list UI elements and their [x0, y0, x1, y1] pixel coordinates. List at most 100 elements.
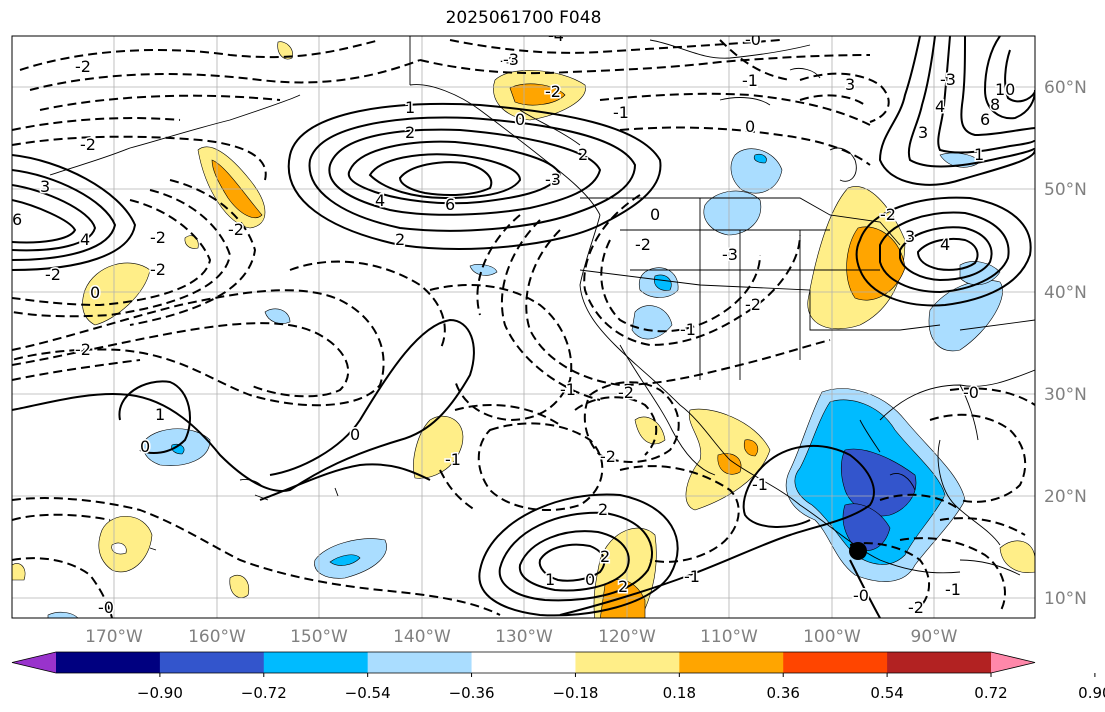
svg-text:-3: -3: [545, 170, 561, 189]
svg-text:3: 3: [40, 177, 50, 196]
svg-text:-2: -2: [600, 447, 616, 466]
svg-text:-2: -2: [150, 260, 166, 279]
colorbar-segment: [159, 652, 265, 673]
svg-text:-2: -2: [880, 205, 896, 224]
colorbar-tick-label: −0.36: [449, 684, 495, 702]
lon-label: 170°W: [85, 627, 143, 647]
svg-text:-2: -2: [80, 135, 96, 154]
lon-label: 140°W: [393, 627, 451, 647]
svg-text:-2: -2: [150, 228, 166, 247]
svg-text:2: 2: [405, 123, 415, 142]
lon-label: 150°W: [290, 627, 348, 647]
lat-label: 50°N: [1044, 180, 1087, 200]
svg-text:-1: -1: [752, 475, 768, 494]
svg-text:4: 4: [940, 235, 950, 254]
colorbar-extend-max: [991, 652, 1035, 673]
svg-text:2: 2: [618, 577, 628, 596]
svg-text:-4: -4: [500, 51, 516, 70]
plot-frame: [11, 35, 1036, 619]
svg-text:1: 1: [974, 145, 984, 164]
colorbar-segment: [471, 652, 576, 673]
colorbar-tick-label: 0.36: [767, 684, 800, 702]
svg-text:0: 0: [650, 205, 660, 224]
lon-label: 90°W: [911, 627, 958, 647]
colorbar-tick-label: 0.54: [870, 684, 903, 702]
svg-text:3: 3: [905, 227, 915, 246]
svg-text:-2: -2: [635, 235, 651, 254]
svg-text:-1: -1: [742, 71, 758, 90]
svg-text:-0: -0: [853, 586, 869, 605]
svg-text:-2: -2: [75, 340, 91, 359]
colorbar-tick-label: 0.18: [663, 684, 696, 702]
colorbar-tick-label: 0.90: [1078, 684, 1105, 702]
svg-text:-2: -2: [618, 383, 634, 402]
svg-text:-2: -2: [745, 295, 761, 314]
svg-text:2: 2: [598, 500, 608, 519]
lat-label: 10°N: [1044, 589, 1087, 609]
colorbar-tick-label: −0.90: [137, 684, 183, 702]
svg-text:-4: -4: [548, 26, 564, 45]
svg-text:0: 0: [350, 425, 360, 444]
svg-text:3: 3: [918, 123, 928, 142]
colorbar-segment: [367, 652, 473, 673]
lat-label: 30°N: [1044, 385, 1087, 405]
grid-lines: [12, 36, 1035, 618]
colorbar-segment: [887, 652, 992, 673]
colorbar-tick-label: −0.54: [345, 684, 391, 702]
svg-text:-2: -2: [75, 57, 91, 76]
svg-text:0: 0: [90, 283, 100, 302]
map-title: 2025061700 F048: [445, 8, 602, 28]
svg-text:0: 0: [515, 110, 525, 129]
svg-text:6: 6: [980, 110, 990, 129]
colorbar-segment: [679, 652, 784, 673]
lon-label: 110°W: [700, 627, 758, 647]
contours-negative: [12, 39, 1035, 618]
svg-text:4: 4: [375, 191, 385, 210]
svg-text:-0: -0: [745, 30, 761, 49]
contour-labels: -4 -4 -3 -2 -2 -1 -0 -1 0 3 -3 8 10 6 4 …: [12, 26, 1017, 618]
latitude-labels: 60°N 50°N 40°N 30°N 20°N 10°N: [1044, 78, 1087, 609]
colorbar-tick-label: 0.72: [974, 684, 1007, 702]
svg-text:0: 0: [140, 437, 150, 456]
svg-text:-2: -2: [908, 598, 924, 617]
contours-positive: [12, 36, 1035, 618]
svg-text:-0: -0: [963, 383, 979, 402]
lon-label: 160°W: [188, 627, 246, 647]
storm-marker: [849, 542, 867, 560]
svg-text:-1: -1: [445, 450, 461, 469]
svg-text:1: 1: [545, 570, 555, 589]
svg-text:1: 1: [155, 405, 165, 424]
svg-text:4: 4: [80, 230, 90, 249]
svg-text:0: 0: [585, 570, 595, 589]
colorbar-segment: [783, 652, 888, 673]
svg-text:2: 2: [578, 145, 588, 164]
lat-label: 20°N: [1044, 487, 1087, 507]
svg-text:8: 8: [990, 95, 1000, 114]
colorbar-segment: [575, 652, 680, 673]
svg-text:-1: -1: [613, 103, 629, 122]
colorbar-segment: [56, 652, 161, 673]
svg-text:2: 2: [395, 230, 405, 249]
svg-text:2: 2: [600, 547, 610, 566]
svg-text:-1: -1: [680, 320, 696, 339]
svg-text:3: 3: [845, 75, 855, 94]
colorbar-tick-label: −0.18: [552, 684, 598, 702]
svg-text:-3: -3: [940, 70, 956, 89]
svg-text:0: 0: [745, 117, 755, 136]
svg-text:-0: -0: [98, 598, 114, 617]
svg-text:-3: -3: [722, 245, 738, 264]
svg-text:-1: -1: [684, 567, 700, 586]
svg-text:-2: -2: [228, 220, 244, 239]
svg-text:1: 1: [405, 98, 415, 117]
lon-label: 120°W: [598, 627, 656, 647]
svg-text:-1: -1: [945, 580, 961, 599]
svg-text:-3: -3: [503, 50, 519, 69]
lon-label: 130°W: [495, 627, 553, 647]
svg-text:-1: -1: [560, 380, 576, 399]
svg-text:6: 6: [445, 195, 455, 214]
svg-text:-2: -2: [545, 82, 561, 101]
svg-text:10: 10: [995, 80, 1015, 99]
svg-text:-2: -2: [45, 265, 61, 284]
lat-label: 40°N: [1044, 283, 1087, 303]
